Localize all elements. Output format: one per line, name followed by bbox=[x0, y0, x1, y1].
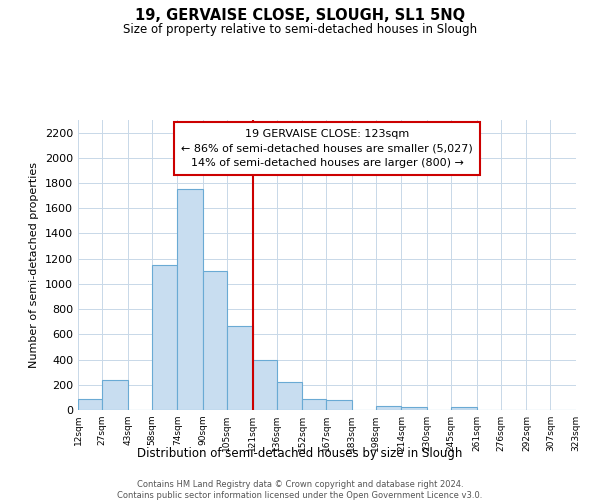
Bar bbox=[326, 400, 352, 410]
Text: Size of property relative to semi-detached houses in Slough: Size of property relative to semi-detach… bbox=[123, 22, 477, 36]
Y-axis label: Number of semi-detached properties: Number of semi-detached properties bbox=[29, 162, 40, 368]
Text: Contains public sector information licensed under the Open Government Licence v3: Contains public sector information licen… bbox=[118, 491, 482, 500]
Text: Contains HM Land Registry data © Crown copyright and database right 2024.: Contains HM Land Registry data © Crown c… bbox=[137, 480, 463, 489]
Bar bbox=[376, 406, 401, 410]
Text: Distribution of semi-detached houses by size in Slough: Distribution of semi-detached houses by … bbox=[137, 448, 463, 460]
Bar bbox=[253, 360, 277, 410]
Bar bbox=[152, 265, 177, 410]
Bar bbox=[302, 398, 326, 410]
Bar bbox=[203, 272, 227, 410]
Bar bbox=[177, 190, 203, 410]
Text: 19, GERVAISE CLOSE, SLOUGH, SL1 5NQ: 19, GERVAISE CLOSE, SLOUGH, SL1 5NQ bbox=[135, 8, 465, 22]
Bar bbox=[78, 398, 102, 410]
Text: 19 GERVAISE CLOSE: 123sqm
← 86% of semi-detached houses are smaller (5,027)
14% : 19 GERVAISE CLOSE: 123sqm ← 86% of semi-… bbox=[181, 128, 473, 168]
Bar bbox=[277, 382, 302, 410]
Bar bbox=[102, 380, 128, 410]
Bar bbox=[451, 408, 477, 410]
Bar bbox=[227, 326, 253, 410]
Bar bbox=[401, 407, 427, 410]
